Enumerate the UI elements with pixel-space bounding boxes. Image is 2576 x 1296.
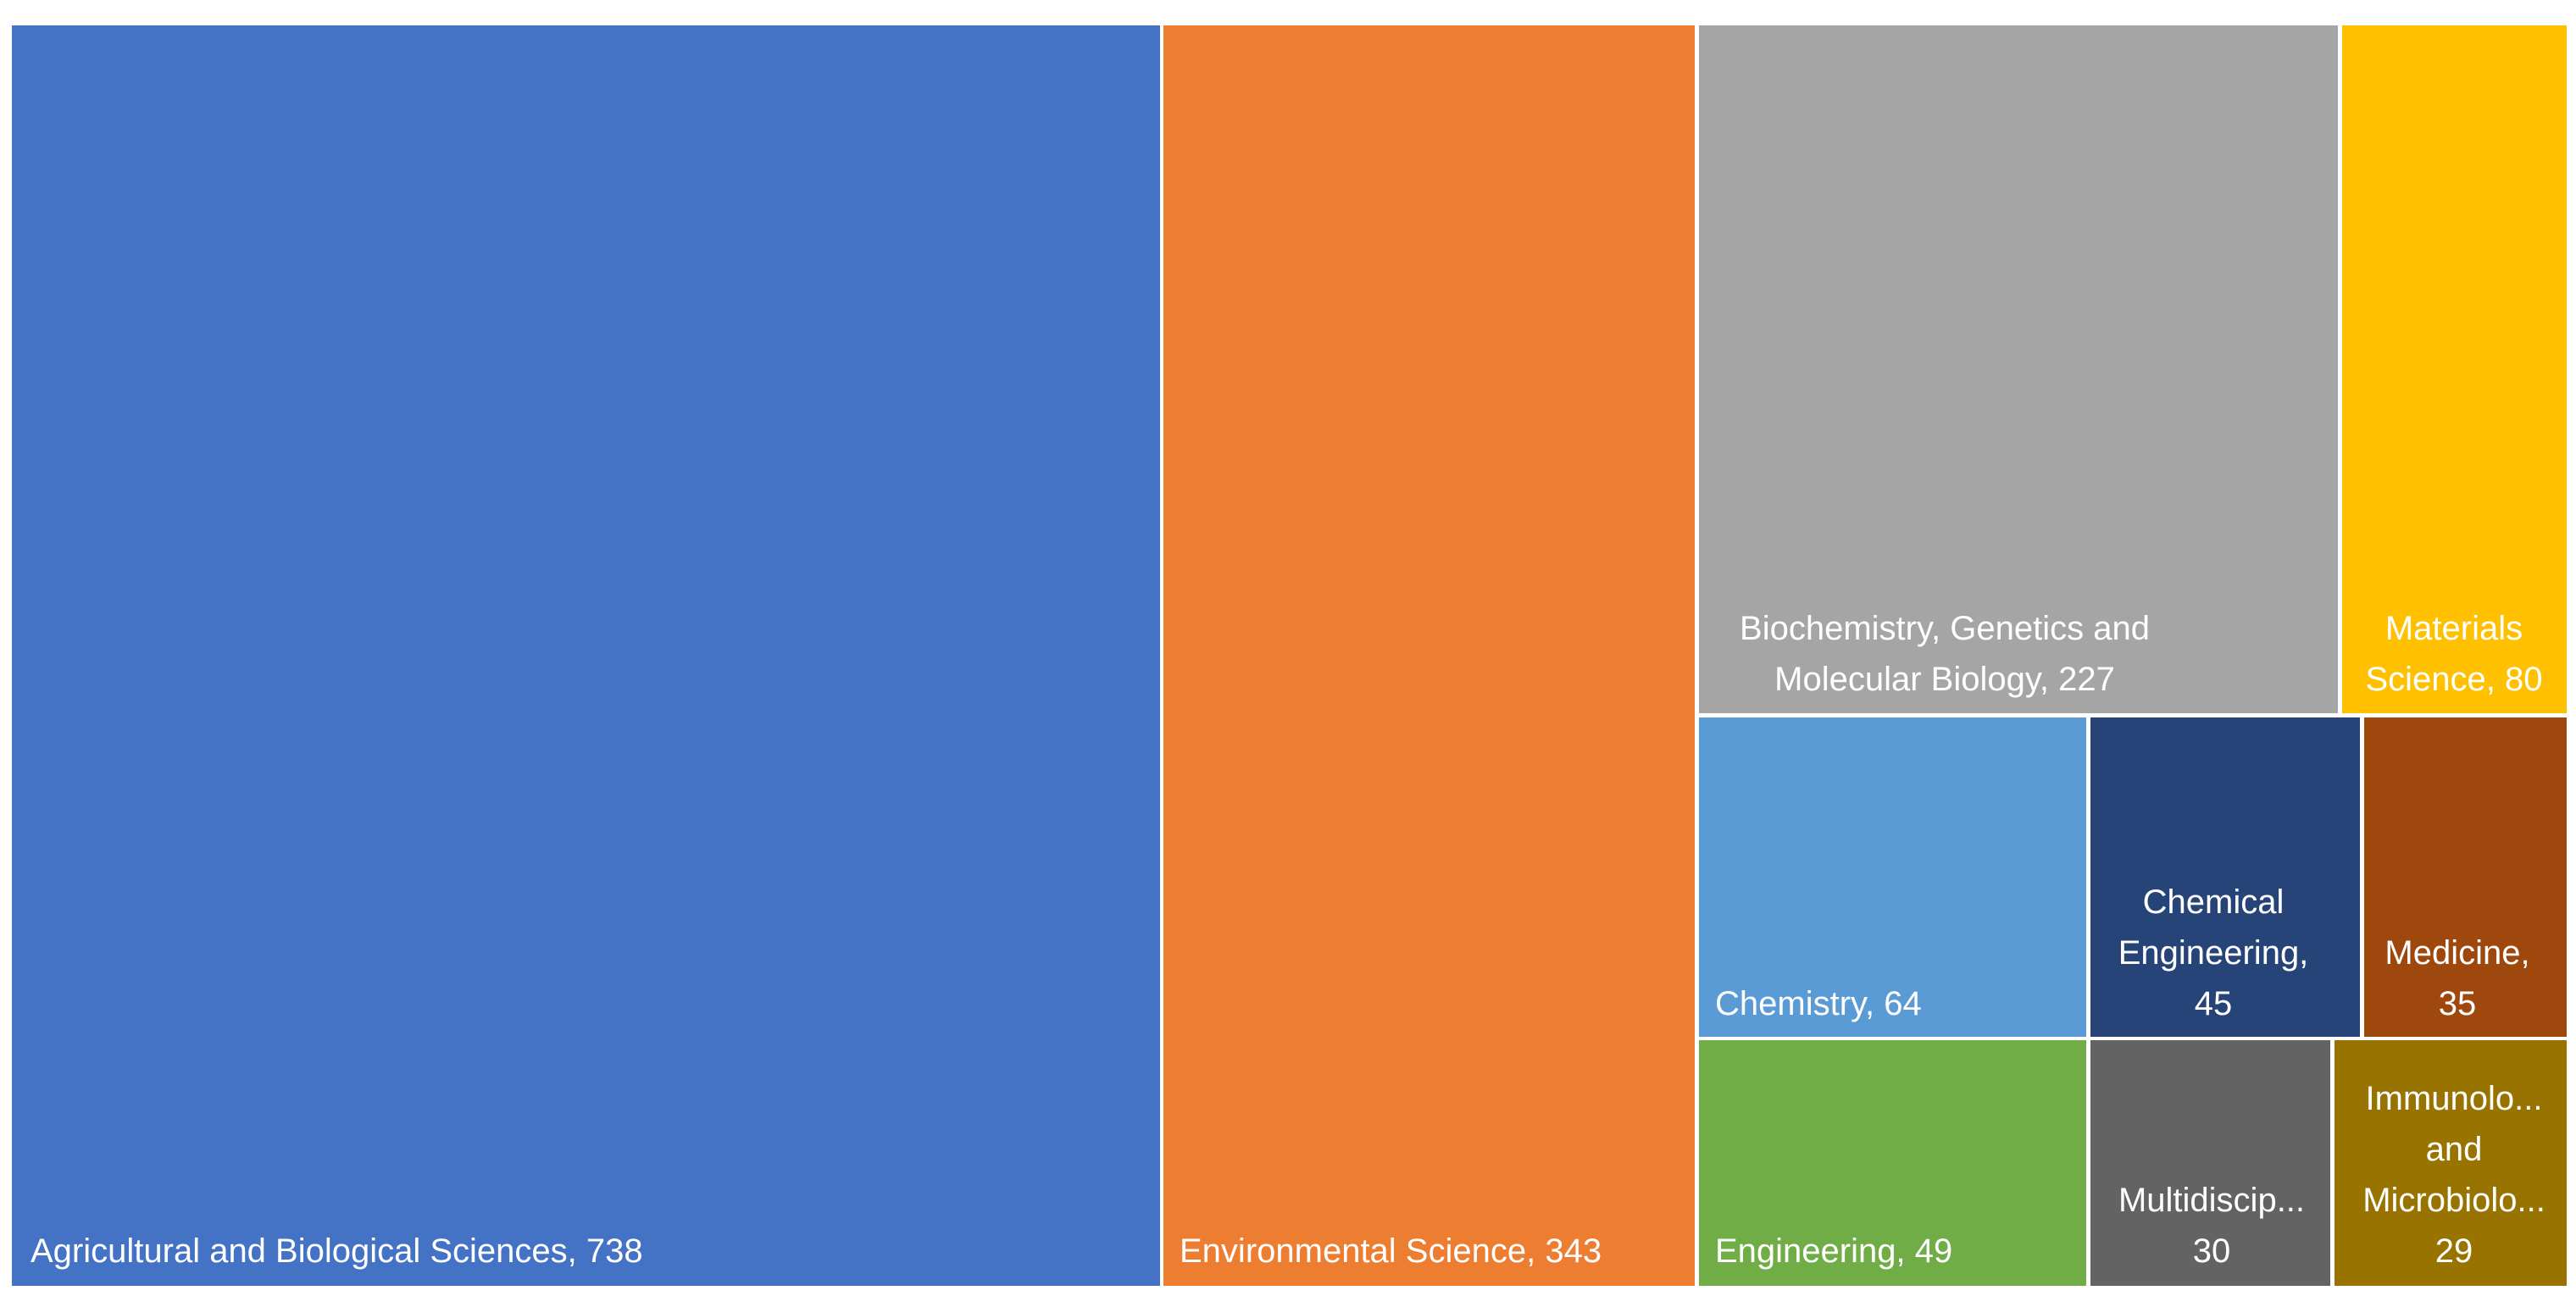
tile-label: Biochemistry, Genetics and — [1740, 610, 2150, 647]
tile-label: Science, 80 — [2365, 661, 2542, 698]
tile-label: 35 — [2439, 985, 2477, 1022]
tile-rect — [2090, 717, 2360, 1037]
tile-label: Environmental Science, 343 — [1180, 1232, 1602, 1270]
tile-3: Materials Science, 80 — [2342, 25, 2567, 713]
tile-5: Chemical Engineering, 45 — [2090, 717, 2360, 1037]
tile-rect — [1699, 717, 2086, 1037]
tile-label: 45 — [2195, 985, 2233, 1022]
tile-label: Microbiolo... — [2362, 1182, 2545, 1219]
tile-7: Engineering, 49 — [1699, 1040, 2086, 1286]
tile-2: Biochemistry, Genetics and Molecular Biol… — [1699, 25, 2338, 713]
tile-rect — [1699, 1040, 2086, 1286]
tile-label: Engineering, 49 — [1715, 1232, 1952, 1270]
tile-6: Medicine, 35 — [2364, 717, 2567, 1037]
tile-label: Chemistry, 64 — [1715, 985, 1922, 1022]
tile-label: Molecular Biology, 227 — [1774, 661, 2115, 698]
tile-label: 30 — [2193, 1232, 2231, 1270]
tile-0: Agricultural and Biological Sciences, 73… — [12, 25, 1160, 1286]
tile-rect — [1699, 25, 2338, 713]
tile-rect — [12, 25, 1160, 1286]
tile-1: Environmental Science, 343 — [1163, 25, 1695, 1286]
tile-8: Multidiscip... 30 — [2090, 1040, 2330, 1286]
tile-label: Medicine, — [2384, 934, 2529, 972]
tile-label: Agricultural and Biological Sciences, 73… — [31, 1232, 643, 1270]
tile-rect — [2090, 1040, 2330, 1286]
tile-4: Chemistry, 64 — [1699, 717, 2086, 1037]
tile-label: and — [2426, 1131, 2483, 1168]
tile-rect — [2342, 25, 2567, 713]
tile-label: Chemical — [2143, 883, 2285, 921]
tile-label: 29 — [2435, 1232, 2473, 1270]
tile-label: Multidiscip... — [2118, 1182, 2305, 1219]
tile-label: Engineering, — [2118, 934, 2309, 972]
tile-label: Immunolo... — [2366, 1080, 2543, 1117]
tile-label: Materials — [2385, 610, 2523, 647]
tile-rect — [2334, 1040, 2567, 1286]
tile-rect — [2364, 717, 2567, 1037]
tile-rect — [1163, 25, 1695, 1286]
tile-9: Immunolo... and Microbiolo... 29 — [2334, 1040, 2567, 1286]
